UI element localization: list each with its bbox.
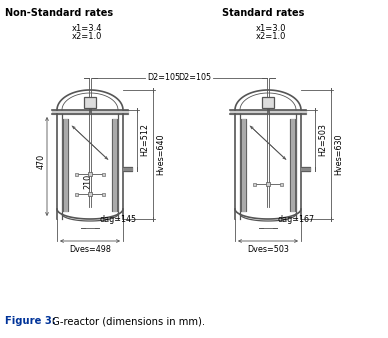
Text: dag=167: dag=167 <box>277 216 314 224</box>
Bar <box>84 97 96 107</box>
Text: Hves=640: Hves=640 <box>156 134 165 175</box>
Bar <box>266 182 270 186</box>
Bar <box>280 183 283 186</box>
Bar <box>75 193 78 195</box>
Text: 210: 210 <box>83 173 92 189</box>
Bar <box>102 172 105 175</box>
Text: dag=145: dag=145 <box>99 216 136 224</box>
Text: H2=503: H2=503 <box>318 123 327 156</box>
Bar <box>262 97 274 107</box>
Text: 470: 470 <box>36 154 45 169</box>
Bar <box>88 192 92 196</box>
Text: x1=3.4: x1=3.4 <box>72 24 102 33</box>
Text: x1=3.0: x1=3.0 <box>256 24 286 33</box>
Text: Hves=630: Hves=630 <box>334 134 343 175</box>
Text: D2=105: D2=105 <box>147 73 180 82</box>
Text: G-reactor (dimensions in mm).: G-reactor (dimensions in mm). <box>49 316 205 326</box>
Bar <box>88 172 92 176</box>
Text: x2=1.0: x2=1.0 <box>256 32 286 41</box>
Bar <box>102 193 105 195</box>
Text: Non-Standard rates: Non-Standard rates <box>5 8 113 18</box>
Text: Standard rates: Standard rates <box>222 8 304 18</box>
Text: Dves=498: Dves=498 <box>69 245 111 254</box>
Text: H2=512: H2=512 <box>140 123 149 156</box>
Text: Dves=503: Dves=503 <box>247 245 289 254</box>
Bar <box>75 172 78 175</box>
Bar <box>253 183 256 186</box>
Text: x2=1.0: x2=1.0 <box>72 32 102 41</box>
Text: D2=105: D2=105 <box>178 73 211 82</box>
Text: Figure 3:: Figure 3: <box>5 316 56 326</box>
